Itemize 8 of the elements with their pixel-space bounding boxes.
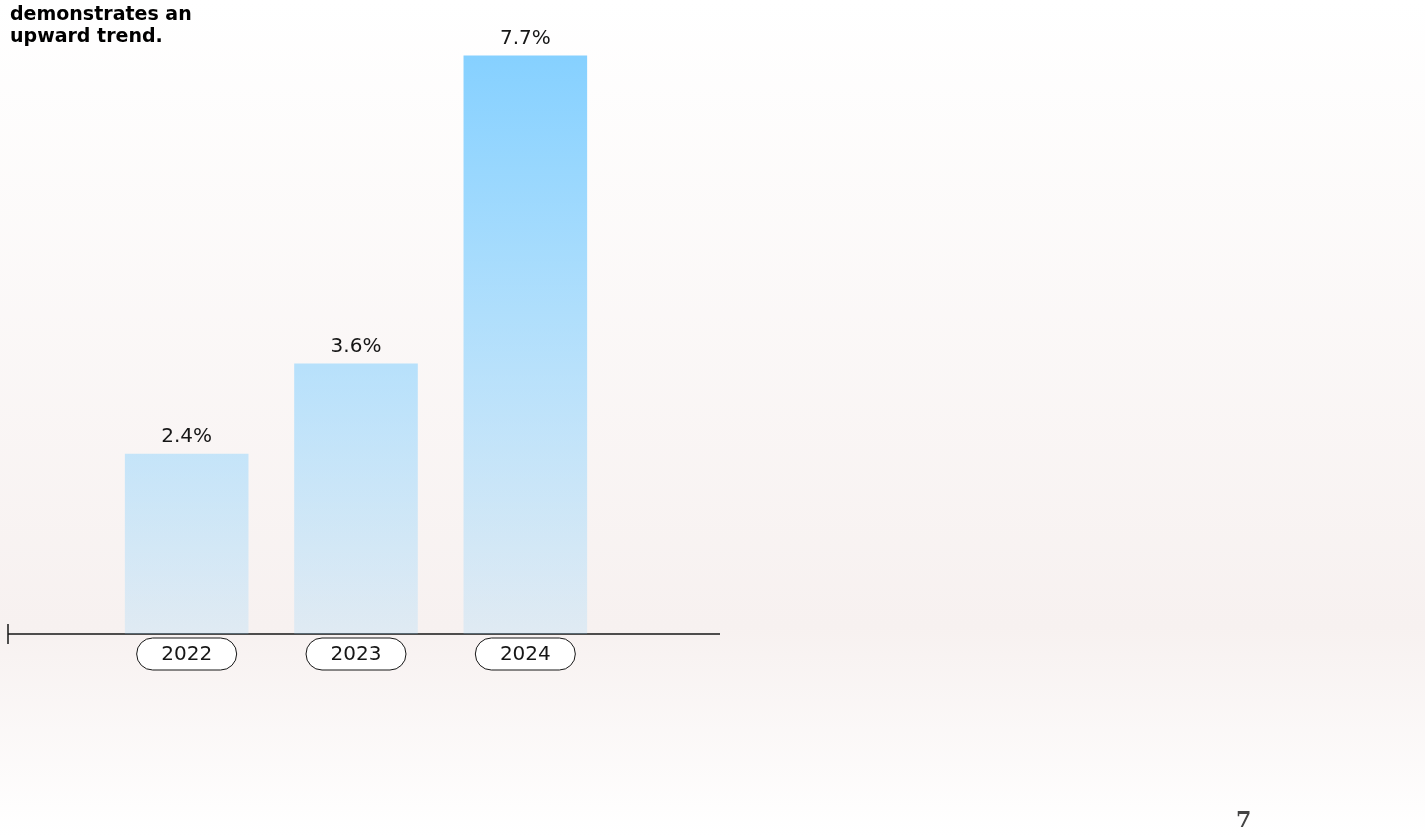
chart-title: demonstrates an upward trend. (10, 2, 193, 46)
x-tick-label: 2024 (499, 641, 551, 666)
text: 7 (1236, 806, 1252, 832)
x-tick-label: 2022 (161, 641, 213, 666)
data-label: 7.7% (499, 24, 551, 49)
data-label: 2.4% (161, 422, 213, 447)
data-label: 3.6% (330, 332, 382, 357)
x-tick-label: 2023 (330, 641, 382, 666)
